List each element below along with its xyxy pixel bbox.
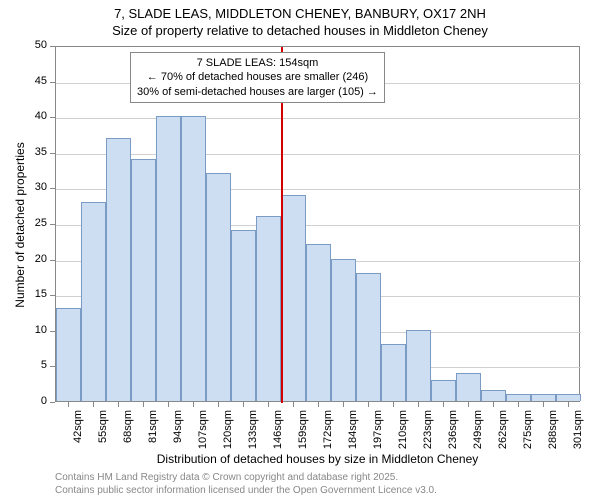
xtick-mark <box>118 402 119 407</box>
histogram-bar <box>556 394 581 401</box>
x-axis-label: Distribution of detached houses by size … <box>55 452 580 466</box>
xtick-label: 42sqm <box>72 410 84 454</box>
xtick-label: 275sqm <box>522 410 534 454</box>
xtick-mark <box>568 402 569 407</box>
xtick-mark <box>143 402 144 407</box>
ytick-mark <box>50 260 55 261</box>
ytick-mark <box>50 188 55 189</box>
chart-title-line1: 7, SLADE LEAS, MIDDLETON CHENEY, BANBURY… <box>0 6 600 23</box>
ytick-mark <box>50 153 55 154</box>
ytick-label: 25 <box>25 217 47 229</box>
ytick-mark <box>50 82 55 83</box>
ytick-mark <box>50 46 55 47</box>
xtick-label: 94sqm <box>172 410 184 454</box>
xtick-label: 55sqm <box>97 410 109 454</box>
xtick-label: 146sqm <box>272 410 284 454</box>
xtick-label: 249sqm <box>472 410 484 454</box>
histogram-bar <box>281 195 306 401</box>
xtick-label: 120sqm <box>222 410 234 454</box>
histogram-bar <box>481 390 506 401</box>
xtick-label: 159sqm <box>297 410 309 454</box>
annotation-line1: 7 SLADE LEAS: 154sqm <box>137 56 378 70</box>
xtick-mark <box>168 402 169 407</box>
histogram-chart: 7, SLADE LEAS, MIDDLETON CHENEY, BANBURY… <box>0 0 600 500</box>
footer-line2: Contains public sector information licen… <box>55 485 437 496</box>
histogram-bar <box>131 159 156 401</box>
xtick-mark <box>243 402 244 407</box>
ytick-label: 30 <box>25 181 47 193</box>
ytick-label: 5 <box>25 359 47 371</box>
histogram-bar <box>56 308 81 401</box>
xtick-label: 107sqm <box>197 410 209 454</box>
ytick-mark <box>50 117 55 118</box>
ytick-label: 40 <box>25 110 47 122</box>
chart-title-block: 7, SLADE LEAS, MIDDLETON CHENEY, BANBURY… <box>0 0 600 40</box>
annotation-line3: 30% of semi-detached houses are larger (… <box>137 85 378 99</box>
histogram-bar <box>206 173 231 401</box>
xtick-label: 81sqm <box>147 410 159 454</box>
gridline <box>56 154 581 155</box>
ytick-mark <box>50 295 55 296</box>
xtick-label: 172sqm <box>322 410 334 454</box>
xtick-label: 210sqm <box>397 410 409 454</box>
xtick-mark <box>493 402 494 407</box>
xtick-label: 288sqm <box>547 410 559 454</box>
xtick-mark <box>368 402 369 407</box>
xtick-mark <box>93 402 94 407</box>
histogram-bar <box>106 138 131 401</box>
xtick-mark <box>293 402 294 407</box>
ytick-mark <box>50 366 55 367</box>
xtick-mark <box>468 402 469 407</box>
annotation-line2: ← 70% of detached houses are smaller (24… <box>137 70 378 84</box>
xtick-label: 133sqm <box>247 410 259 454</box>
ytick-label: 15 <box>25 288 47 300</box>
histogram-bar <box>456 373 481 401</box>
histogram-bar <box>156 116 181 401</box>
histogram-bar <box>181 116 206 401</box>
xtick-label: 223sqm <box>422 410 434 454</box>
xtick-mark <box>343 402 344 407</box>
ytick-mark <box>50 224 55 225</box>
histogram-bar <box>256 216 281 401</box>
xtick-mark <box>193 402 194 407</box>
histogram-bar <box>381 344 406 401</box>
histogram-bar <box>406 330 431 401</box>
xtick-label: 236sqm <box>447 410 459 454</box>
xtick-mark <box>443 402 444 407</box>
xtick-mark <box>518 402 519 407</box>
xtick-label: 262sqm <box>497 410 509 454</box>
annotation-box: 7 SLADE LEAS: 154sqm← 70% of detached ho… <box>130 52 385 103</box>
histogram-bar <box>306 244 331 401</box>
chart-title-line2: Size of property relative to detached ho… <box>0 23 600 40</box>
xtick-mark <box>318 402 319 407</box>
histogram-bar <box>506 394 531 401</box>
ytick-label: 50 <box>25 39 47 51</box>
histogram-bar <box>331 259 356 401</box>
xtick-label: 68sqm <box>122 410 134 454</box>
xtick-mark <box>543 402 544 407</box>
xtick-label: 301sqm <box>572 410 584 454</box>
ytick-label: 35 <box>25 146 47 158</box>
ytick-mark <box>50 331 55 332</box>
xtick-mark <box>268 402 269 407</box>
histogram-bar <box>531 394 556 401</box>
xtick-mark <box>218 402 219 407</box>
xtick-mark <box>68 402 69 407</box>
histogram-bar <box>356 273 381 401</box>
histogram-bar <box>81 202 106 401</box>
ytick-label: 0 <box>25 395 47 407</box>
footer-line1: Contains HM Land Registry data © Crown c… <box>55 472 398 483</box>
ytick-label: 20 <box>25 253 47 265</box>
histogram-bar <box>231 230 256 401</box>
ytick-label: 45 <box>25 75 47 87</box>
ytick-label: 10 <box>25 324 47 336</box>
gridline <box>56 118 581 119</box>
xtick-mark <box>418 402 419 407</box>
histogram-bar <box>431 380 456 401</box>
xtick-label: 184sqm <box>347 410 359 454</box>
xtick-label: 197sqm <box>372 410 384 454</box>
ytick-mark <box>50 402 55 403</box>
xtick-mark <box>393 402 394 407</box>
